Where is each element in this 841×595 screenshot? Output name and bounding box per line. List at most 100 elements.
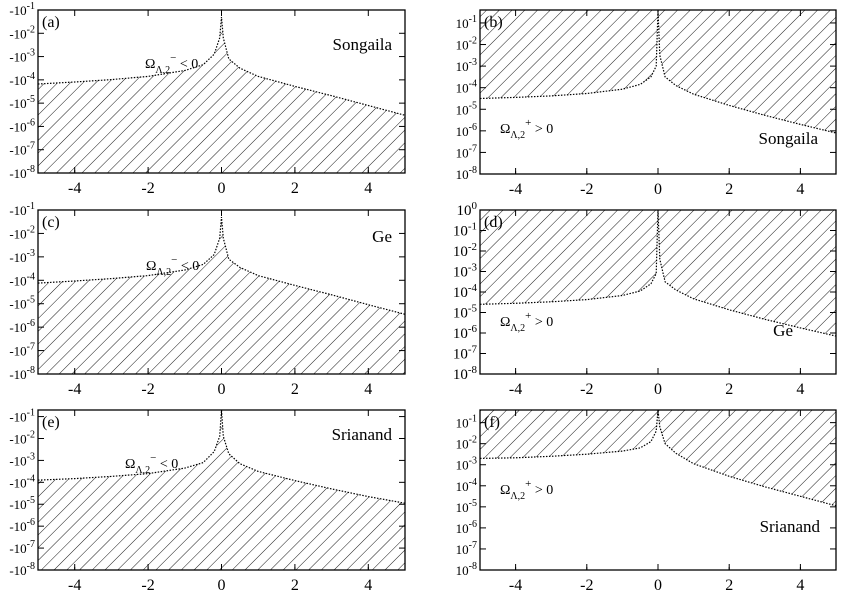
region-subscript: Λ,2 [155, 65, 170, 76]
x-tick-label: 4 [796, 181, 804, 198]
panel-label: (c) [42, 214, 60, 231]
panel-label: (d) [484, 214, 503, 231]
region-superscript: + [525, 310, 531, 322]
x-tick-label: 4 [796, 381, 804, 398]
y-tick-label: 10-1 [456, 14, 477, 31]
panel-b: -4 -2 0 2 4 10-1 10-2 10-3 10-4 10-5 10-6 10-7 10-8 (… [456, 9, 837, 198]
region-subscript: Λ,2 [156, 267, 171, 278]
dataset-name: Srianand [332, 425, 393, 444]
boundary-curve [37, 16, 406, 116]
hatched-region [480, 210, 836, 337]
x-tick-label: -2 [141, 381, 154, 398]
x-tick-label: 2 [725, 181, 733, 198]
y-tick-label: -10-4 [9, 271, 35, 288]
panel-a: -4 -2 0 2 4 -10-8 -10-7 -10-6 -10-5 -10-4 -10-3 -10… [9, 1, 406, 197]
x-tick-label: 4 [364, 577, 372, 594]
x-tick-label: 4 [796, 577, 804, 594]
region-symbol: Ω [146, 259, 156, 274]
boundary-curve [37, 409, 406, 504]
x-tick-label: 2 [291, 180, 299, 197]
y-tick-label: -10-7 [9, 141, 35, 158]
y-tick-label: -10-1 [9, 201, 35, 218]
dataset-name: Srianand [760, 517, 821, 536]
x-tick-label: 0 [218, 577, 226, 594]
region-symbol: Ω [500, 122, 510, 137]
x-tick-label: 2 [725, 381, 733, 398]
x-tick-label: 0 [654, 577, 662, 594]
x-tick-label: -2 [141, 577, 154, 594]
region-subscript: Λ,2 [510, 130, 525, 141]
y-tick-label: -10-8 [9, 365, 35, 382]
panel-c: -4 -2 0 2 4 -10-8 -10-7 -10-6 -10-5 -10-4 -10-3 -10… [9, 201, 406, 398]
boundary-curve [479, 9, 837, 134]
region-symbol: Ω [500, 483, 510, 498]
y-tick-label: 10-2 [456, 36, 477, 53]
x-tick-label: -2 [580, 577, 593, 594]
x-tick-label: -2 [141, 180, 154, 197]
y-tick-label: 10-6 [456, 519, 477, 536]
x-tick-label: -4 [509, 381, 522, 398]
x-tick-label: 2 [291, 577, 299, 594]
region-relation: < 0 [156, 457, 178, 472]
y-tick-label: -10-5 [9, 495, 35, 512]
hatched-region [38, 217, 405, 374]
y-tick-label: 10-5 [456, 498, 477, 515]
y-tick-label: -10-5 [9, 295, 35, 312]
y-tick-label: 10-2 [453, 241, 477, 260]
panel-label: (f) [484, 414, 500, 431]
y-tick-label: 10-1 [453, 221, 477, 240]
y-tick-label: 10-1 [456, 414, 477, 431]
x-tick-label: -4 [68, 577, 81, 594]
dataset-name: Ge [372, 227, 392, 246]
x-tick-label: -4 [68, 180, 81, 197]
y-tick-label: 10-7 [456, 540, 477, 557]
region-relation: < 0 [177, 259, 199, 274]
panel-label: (b) [484, 14, 503, 31]
region-symbol: Ω [500, 315, 510, 330]
panel-label: (e) [42, 414, 60, 431]
x-tick-label: -4 [68, 381, 81, 398]
region-label: ΩΛ,2− < 0 [145, 52, 198, 76]
dataset-name: Songaila [759, 129, 819, 148]
y-tick-label: 10-4 [456, 79, 477, 96]
x-tick-label: 0 [218, 381, 226, 398]
y-tick-label: 10-2 [456, 435, 477, 452]
region-relation: > 0 [531, 483, 553, 498]
y-tick-label: -10-7 [9, 342, 35, 359]
y-tick-label: -10-1 [9, 1, 35, 18]
y-tick-label: -10-2 [9, 24, 35, 41]
y-tick-label: -10-8 [9, 164, 35, 181]
panel-f: -4 -2 0 2 4 10-1 10-2 10-3 10-4 10-5 10-6 10-7 10-8 (… [456, 409, 837, 594]
y-tick-label: 100 [457, 200, 478, 219]
region-subscript: Λ,2 [135, 465, 150, 476]
y-tick-label: 10-7 [456, 143, 477, 160]
y-tick-label: -10-1 [9, 408, 35, 425]
region-symbol: Ω [125, 457, 135, 472]
region-label: ΩΛ,2− < 0 [125, 452, 178, 476]
y-tick-label: -10-3 [9, 248, 35, 265]
region-relation: > 0 [531, 122, 553, 137]
x-tick-label: 0 [654, 181, 662, 198]
y-tick-label: -10-8 [9, 561, 35, 578]
x-tick-label: -2 [580, 181, 593, 198]
panel-e: -4 -2 0 2 4 -10-8 -10-7 -10-6 -10-5 -10-4 -10-3 -10… [9, 408, 406, 594]
boundary-curve [37, 216, 406, 315]
x-tick-label: 0 [218, 180, 226, 197]
y-tick-label: 10-4 [453, 282, 478, 301]
region-label: ΩΛ,2+ > 0 [500, 478, 553, 502]
panel-label: (a) [42, 14, 60, 31]
dataset-name: Ge [773, 321, 793, 340]
hatched-region [38, 17, 405, 173]
region-symbol: Ω [145, 57, 155, 72]
region-superscript: − [170, 52, 176, 64]
y-tick-label: -10-7 [9, 539, 35, 556]
region-label: ΩΛ,2+ > 0 [500, 310, 553, 334]
x-tick-label: 0 [654, 381, 662, 398]
y-tick-label: -10-3 [9, 48, 35, 65]
x-tick-label: 2 [725, 577, 733, 594]
dataset-name: Songaila [333, 35, 393, 54]
region-superscript: + [525, 478, 531, 490]
region-superscript: − [171, 254, 177, 266]
y-tick-label: 10-3 [456, 57, 477, 74]
